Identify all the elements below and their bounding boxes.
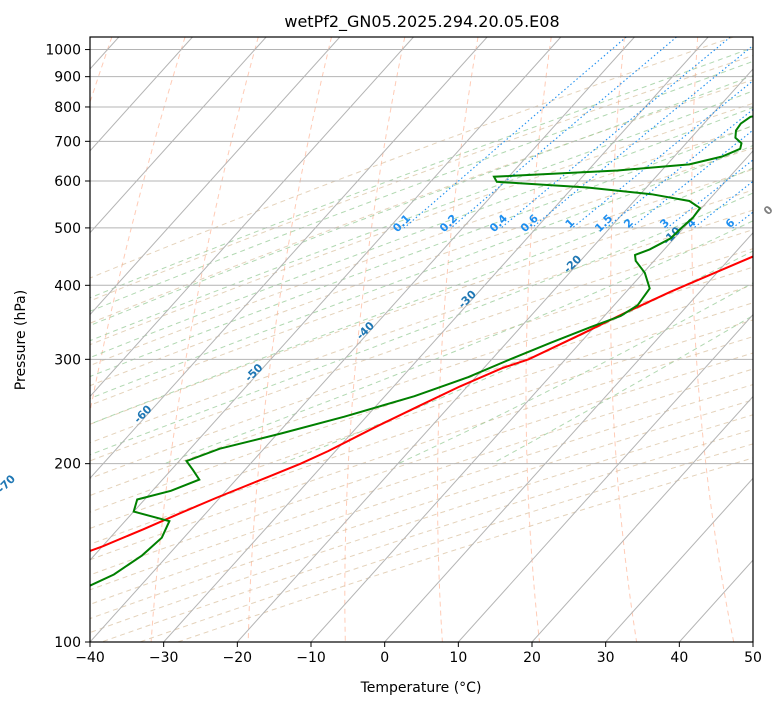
mixing-ratio-line (761, 37, 775, 228)
mixing-ratio-line (500, 37, 731, 229)
mixing-ratio-label: 1.5 (592, 212, 615, 235)
mixing-ratio-line (605, 108, 753, 229)
isotherm-grid-line (90, 37, 414, 398)
moist-adiabat-line (491, 314, 753, 465)
temperature-guide-line (691, 37, 735, 642)
mixing-ratio-label: 0.6 (518, 212, 541, 235)
isotherm-grid-line (384, 231, 753, 642)
x-tick-label: 20 (523, 650, 541, 666)
mixing-ratio-lines (403, 37, 775, 229)
isotherm-grid-line (531, 395, 753, 642)
y-tick-label: 900 (54, 70, 81, 86)
isotherm-grid-line (90, 37, 341, 316)
temperature-guide-line (525, 37, 552, 642)
sounding-profiles (90, 115, 753, 587)
dry-adiabat-line (90, 384, 753, 605)
mixing-ratio-line (693, 180, 753, 229)
isotherm-grid-line (90, 37, 488, 480)
isotherm-grid-line (678, 559, 753, 642)
x-tick-label: 10 (449, 650, 467, 666)
isotherm-grid-line (752, 641, 753, 642)
temperature-profile-line (90, 255, 753, 552)
dry-adiabat-line (90, 399, 753, 620)
y-axis-ticks: 100 200 300 400 500 600 700 800 900 1000 (45, 43, 90, 651)
isotherm-label: 0 (761, 203, 775, 218)
x-tick-label: −30 (149, 650, 179, 666)
temperature-guide-line (769, 37, 775, 642)
mixing-ratio-line (630, 129, 753, 229)
x-tick-label: 0 (380, 650, 389, 666)
temperature-guide-line (610, 37, 638, 642)
isotherm-grid-line (90, 37, 635, 642)
x-axis-ticks: −40 −30 −20 −10 0 10 20 30 40 50 (75, 642, 762, 666)
isotherm-grid-line (457, 313, 753, 642)
y-tick-label: 800 (54, 100, 81, 116)
isotherm-grid-line (310, 150, 753, 642)
y-tick-label: 100 (54, 635, 81, 651)
isotherm-grid-line (605, 477, 753, 642)
mixing-ratio-line (732, 211, 753, 229)
temperature-guide-line (90, 37, 186, 415)
y-tick-label: 700 (54, 134, 81, 150)
moist-adiabat-line (90, 144, 753, 399)
x-tick-label: −20 (223, 650, 253, 666)
skewed-isotherm-grid (90, 37, 753, 642)
dry-adiabat-line (90, 189, 753, 425)
mixing-ratio-label: 0.2 (437, 212, 460, 235)
dry-adiabat-line (90, 302, 753, 529)
mixing-ratio-line (531, 44, 753, 229)
mixing-ratio-label: 1 (563, 216, 578, 231)
pressure-grid (90, 49, 753, 642)
dry-adiabat-line (90, 37, 734, 279)
y-tick-label: 1000 (45, 43, 81, 59)
moist-adiabat-line (90, 47, 753, 299)
y-axis-label: Pressure (hPa) (13, 290, 29, 390)
mixing-ratio-line (450, 37, 677, 229)
isotherm-label: -30 (456, 288, 479, 311)
dewpoint-profile-line (90, 115, 753, 587)
x-tick-label: −40 (75, 650, 105, 666)
y-tick-label: 300 (54, 352, 81, 368)
y-tick-label: 600 (54, 174, 81, 190)
mixing-ratio-label: 2 (621, 216, 636, 231)
temperature-guide-line (436, 37, 479, 642)
moist-adiabat-line (90, 90, 753, 342)
y-tick-label: 400 (54, 278, 81, 294)
moist-adiabat-line (90, 75, 753, 326)
dry-adiabat-line (90, 414, 753, 634)
x-tick-label: 40 (670, 650, 688, 666)
mixing-ratio-label: 0.1 (390, 212, 413, 235)
plot-frame (89, 36, 754, 643)
moist-adiabat-line (90, 60, 753, 312)
dry-adiabat-line (90, 125, 753, 367)
isotherm-grid-line (90, 37, 193, 152)
y-tick-label: 500 (54, 221, 81, 237)
temperature-guide-line (150, 37, 259, 642)
isotherm-grid-line (163, 37, 709, 642)
isotherm-grid-line (236, 68, 753, 642)
isotherm-label: -70 (0, 472, 18, 495)
background-lines (90, 37, 775, 642)
x-tick-label: 30 (597, 650, 615, 666)
x-axis-label: Temperature (°C) (360, 680, 482, 696)
isotherm-label: -60 (131, 402, 154, 425)
y-tick-label: 200 (54, 457, 81, 473)
moist-adiabat-line (398, 282, 753, 465)
isopleth-labels: 0.10.20.40.611.52346-100-90-80-70-60-50-… (0, 203, 775, 496)
moist-adiabat-line (90, 106, 753, 359)
mixing-ratio-line (572, 80, 753, 229)
dry-adiabat-line (90, 336, 753, 561)
x-tick-label: 50 (744, 650, 762, 666)
temperature-guide-line (344, 37, 406, 642)
isotherm-grid-line (90, 37, 562, 561)
x-tick-label: −10 (296, 650, 326, 666)
mixing-ratio-line (403, 37, 627, 229)
isotherm-grid-line (90, 37, 267, 234)
moist-adiabat-line (90, 124, 753, 378)
moist-adiabat-line (90, 167, 753, 425)
chart-title: wetPf2_GN05.2025.294.20.05.E08 (284, 12, 559, 32)
mixing-ratio-label: 6 (723, 216, 738, 231)
